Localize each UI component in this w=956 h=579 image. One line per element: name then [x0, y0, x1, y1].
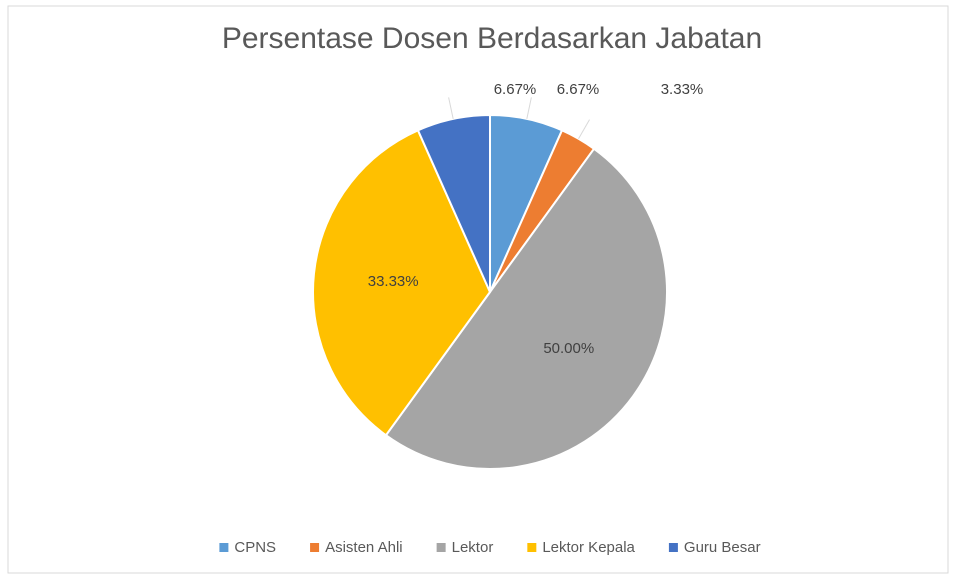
leader-line — [526, 97, 532, 119]
data-label: 6.67% — [494, 81, 537, 98]
pie-slice — [384, 147, 668, 470]
legend-marker — [668, 543, 678, 552]
legend-marker — [310, 543, 320, 552]
leader-line — [578, 119, 590, 139]
data-label: 3.33% — [661, 81, 704, 98]
legend-label: Lektor Kepala — [542, 539, 635, 556]
legend-marker — [219, 543, 229, 552]
legend-marker — [527, 543, 537, 552]
legend-label: Lektor — [452, 539, 494, 556]
data-label: 33.33% — [368, 273, 419, 290]
pie-slice — [312, 128, 492, 437]
legend-label: CPNS — [234, 539, 276, 556]
chart-title: Persentase Dosen Berdasarkan Jabatan — [222, 22, 762, 55]
pie-slice — [416, 113, 491, 293]
data-label: 6.67% — [557, 81, 600, 98]
legend-label: Asisten Ahli — [325, 539, 403, 556]
leader-line — [448, 97, 454, 119]
data-label: 50.00% — [543, 340, 594, 357]
legend-marker — [436, 543, 446, 552]
legend-label: Guru Besar — [684, 539, 761, 556]
